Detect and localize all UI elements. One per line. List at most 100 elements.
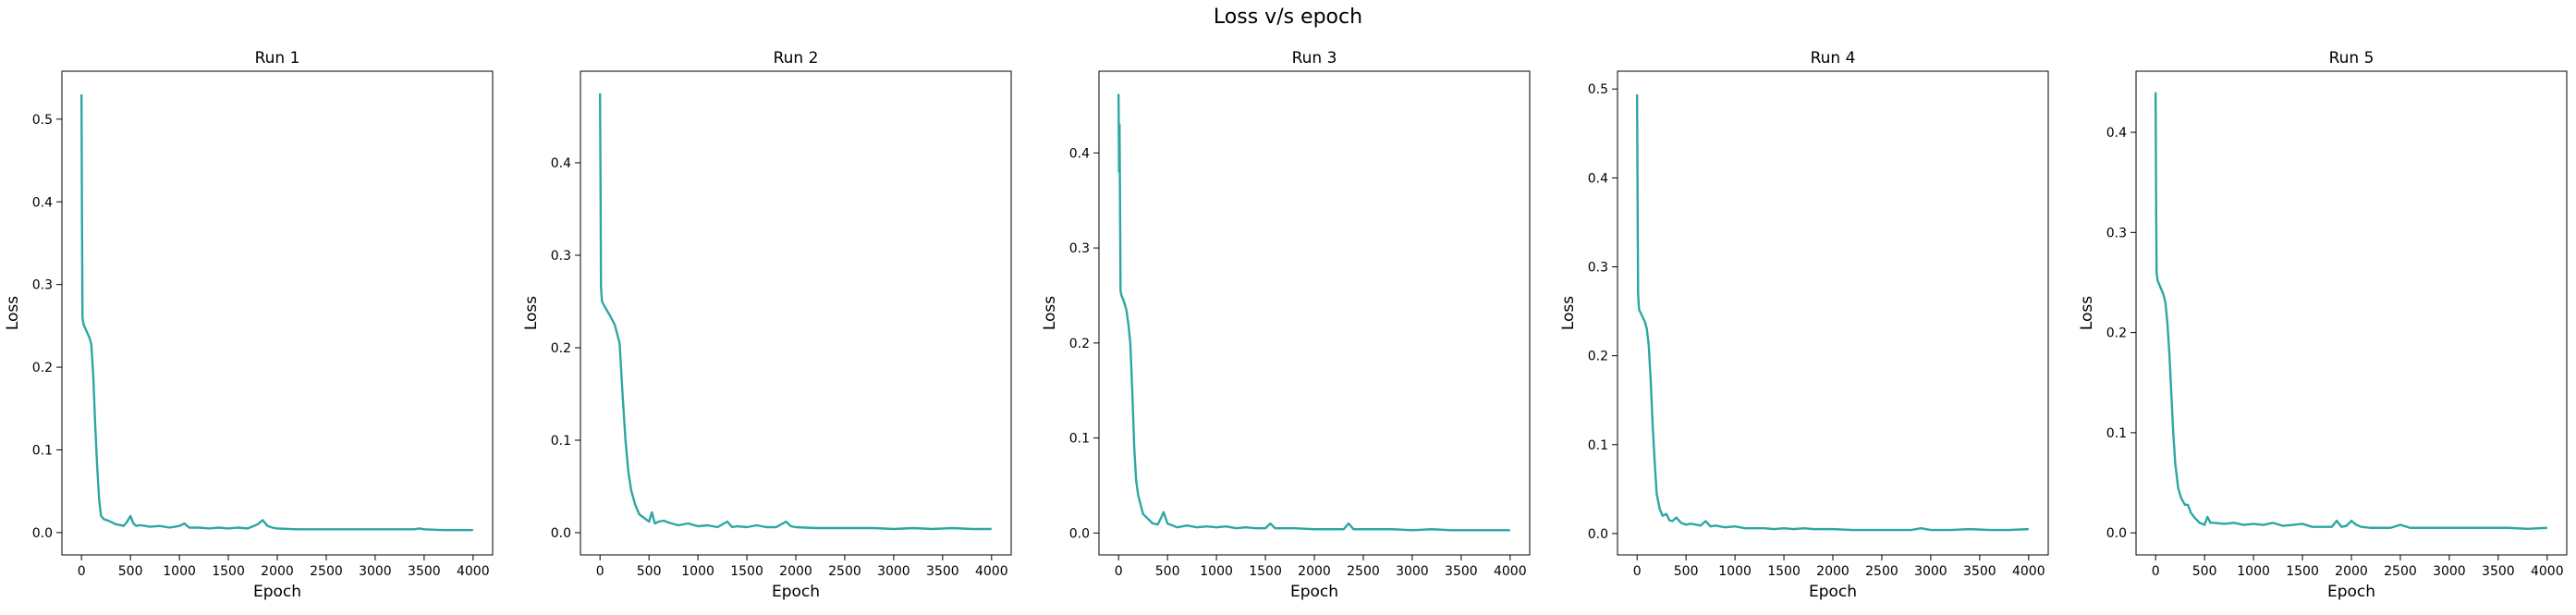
y-tick-label: 0.2 [2106,326,2127,341]
x-tick-label: 1000 [1718,564,1752,579]
x-tick-label: 3500 [2482,564,2515,579]
x-tick-label: 1500 [1249,564,1282,579]
x-tick-label: 2500 [828,564,861,579]
subplot-run-1: 0 500 1000 1500 2000 2500 3000 3500 4000 0.0 0.1 0.… [4,49,494,601]
x-axis-label: Epoch [1809,583,1857,601]
x-tick-label: 500 [637,564,662,579]
x-tick-label: 3000 [2433,564,2466,579]
y-tick-label: 0.4 [1588,171,1608,186]
y-tick-label: 0.3 [1588,261,1608,276]
x-tick-label: 1500 [2286,564,2319,579]
x-tick-label: 2500 [310,564,343,579]
x-tick-label: 2500 [1865,564,1898,579]
y-tick-label: 0.4 [32,195,53,210]
x-tick-label: 500 [2192,564,2217,579]
y-tick-label: 0.4 [2106,126,2127,141]
subplot-run-4: 0 500 1000 1500 2000 2500 3000 3500 4000 0.0 0.1 0.… [1559,49,2049,601]
subplot-title: Run 2 [774,49,819,68]
x-tick-label: 0 [78,564,86,579]
y-tick-label: 0.1 [551,434,571,449]
x-axis-label: Epoch [772,583,820,601]
x-tick-label: 3000 [877,564,910,579]
y-axis-label: Loss [1559,296,1578,330]
x-tick-label: 0 [2152,564,2160,579]
axes-frame [2135,70,2568,556]
x-tick-label: 1000 [681,564,714,579]
x-tick-label: 2000 [261,564,294,579]
x-tick-label: 2000 [1298,564,1331,579]
y-tick-label: 0.5 [1588,82,1608,97]
subplot-title: Run 4 [1811,49,1856,68]
axes-frame [61,70,494,556]
x-tick-label: 500 [1155,564,1180,579]
y-tick-label: 0.3 [2106,226,2127,240]
x-tick-label: 3000 [359,564,392,579]
x-tick-label: 3500 [1445,564,1478,579]
x-tick-label: 3500 [1963,564,1996,579]
x-tick-label: 1000 [2237,564,2270,579]
subplot-title: Run 3 [1292,49,1337,68]
figure-title: Loss v/s epoch [1213,6,1363,29]
y-tick-label: 0.4 [551,156,571,171]
y-axis-label: Loss [1041,296,1059,330]
axes-frame [1098,70,1531,556]
x-tick-label: 4000 [975,564,1008,579]
x-tick-label: 0 [1633,564,1642,579]
y-axis-label: Loss [4,296,22,330]
subplot-title: Run 1 [255,49,300,68]
y-tick-label: 0.0 [32,526,53,541]
loss-line [2154,92,2547,531]
y-tick-label: 0.2 [1069,337,1090,351]
x-tick-label: 2000 [779,564,812,579]
axes-frame [1617,70,2049,556]
y-tick-label: 0.1 [1069,432,1090,447]
x-axis-label: Epoch [253,583,301,601]
loss-line [79,94,473,532]
x-tick-label: 500 [1674,564,1699,579]
x-tick-label: 0 [596,564,604,579]
x-tick-label: 1500 [212,564,245,579]
y-tick-label: 0.2 [551,341,571,356]
subplot-title: Run 5 [2329,49,2375,68]
x-tick-label: 3500 [926,564,959,579]
x-axis-label: Epoch [1290,583,1338,601]
y-tick-label: 0.5 [32,113,53,128]
loss-line [1117,93,1510,532]
y-tick-label: 0.3 [551,249,571,264]
y-tick-label: 0.0 [551,526,571,541]
y-tick-label: 0.2 [32,361,53,375]
x-tick-label: 3000 [1396,564,1429,579]
y-tick-label: 0.1 [32,443,53,458]
subplot-run-3: 0 500 1000 1500 2000 2500 3000 3500 4000 0.0 0.1 0.… [1041,49,1531,601]
y-tick-label: 0.4 [1069,146,1090,161]
x-tick-label: 3500 [408,564,441,579]
y-axis-label: Loss [2078,296,2096,330]
axes-frame [580,70,1012,556]
y-tick-label: 0.0 [1069,526,1090,541]
x-tick-label: 2500 [2384,564,2417,579]
y-tick-label: 0.3 [1069,241,1090,256]
x-tick-label: 1500 [730,564,763,579]
subplot-run-2: 0 500 1000 1500 2000 2500 3000 3500 4000 0.0 0.1 0.… [522,49,1012,601]
x-tick-label: 3000 [1914,564,1947,579]
loss-line [598,92,992,531]
x-tick-label: 500 [118,564,143,579]
y-axis-label: Loss [522,296,541,330]
y-tick-label: 0.3 [32,278,53,293]
y-tick-label: 0.1 [1588,438,1608,453]
x-tick-label: 4000 [457,564,490,579]
loss-line [1635,93,2029,532]
x-tick-label: 1000 [1200,564,1233,579]
x-tick-label: 1000 [163,564,196,579]
x-tick-label: 2500 [1347,564,1380,579]
y-tick-label: 0.1 [2106,426,2127,441]
x-tick-label: 0 [1115,564,1123,579]
x-axis-label: Epoch [2327,583,2375,601]
x-tick-label: 1500 [1767,564,1801,579]
x-tick-label: 4000 [2531,564,2564,579]
x-tick-label: 2000 [1816,564,1850,579]
y-tick-label: 0.2 [1588,350,1608,364]
y-tick-label: 0.0 [1588,527,1608,542]
